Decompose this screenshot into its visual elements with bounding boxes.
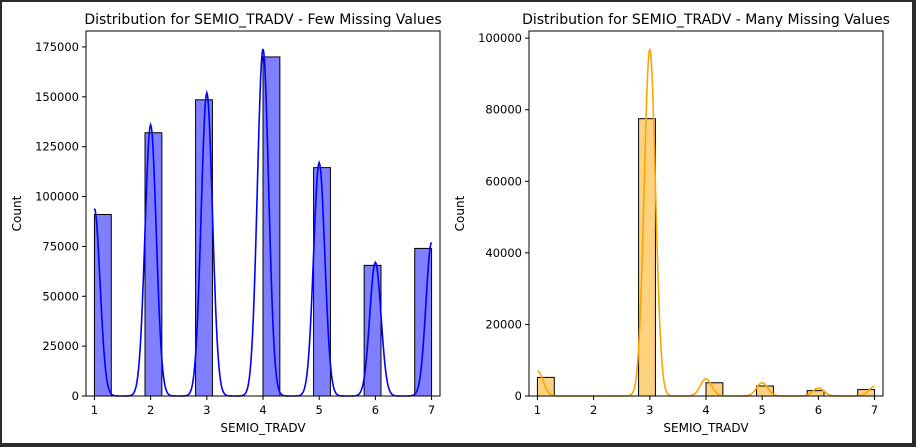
x-tick-label: 4 (702, 403, 709, 417)
x-tick-label: 7 (428, 403, 435, 417)
y-tick-label: 100000 (35, 190, 79, 204)
x-axis-label: SEMIO_TRADV (220, 421, 306, 435)
histogram-bar (262, 56, 281, 397)
y-tick-label: 50000 (42, 289, 79, 303)
x-tick-label: 5 (316, 403, 323, 417)
y-tick-label: 100000 (478, 31, 522, 45)
chart-title: Distribution for SEMIO_TRADV - Few Missi… (84, 12, 441, 28)
y-tick-label: 0 (72, 389, 79, 403)
histogram-bar (638, 118, 656, 397)
x-tick-label: 2 (590, 403, 597, 417)
x-tick-label: 4 (259, 403, 266, 417)
x-tick-label: 3 (203, 403, 210, 417)
x-tick-label: 1 (534, 403, 541, 417)
x-tick-label: 7 (871, 403, 878, 417)
kde-curve (537, 48, 875, 397)
x-tick-label: 5 (759, 403, 766, 417)
kde-curve (93, 48, 433, 397)
x-tick-label: 6 (372, 403, 379, 417)
y-tick-label: 75000 (42, 239, 79, 253)
y-tick-label: 175000 (35, 40, 79, 54)
y-tick-label: 0 (515, 389, 522, 403)
histogram-bar (414, 247, 433, 397)
y-tick-label: 80000 (485, 103, 522, 117)
y-tick-label: 20000 (485, 317, 522, 331)
chart-1: 1 2 3 4 5 6 7 0 25000 50000 75000 100000 125000 15000… (10, 12, 442, 435)
y-axis-label: Count (10, 195, 24, 231)
chart-2: 1 2 3 4 5 6 7 0 20000 40000 60000 80000 100000Distri… (453, 12, 890, 435)
histogram-bar (93, 213, 112, 397)
x-tick-label: 6 (815, 403, 822, 417)
y-axis-label: Count (453, 195, 467, 231)
y-tick-label: 40000 (485, 246, 522, 260)
y-tick-label: 25000 (42, 339, 79, 353)
plot-frame (528, 30, 884, 397)
chart-title: Distribution for SEMIO_TRADV - Many Miss… (522, 12, 890, 28)
x-tick-label: 3 (646, 403, 653, 417)
x-tick-label: 2 (147, 403, 154, 417)
x-axis-label: SEMIO_TRADV (663, 421, 749, 435)
y-tick-label: 150000 (35, 90, 79, 104)
y-tick-label: 125000 (35, 140, 79, 154)
y-tick-label: 60000 (485, 174, 522, 188)
x-tick-label: 1 (91, 403, 98, 417)
